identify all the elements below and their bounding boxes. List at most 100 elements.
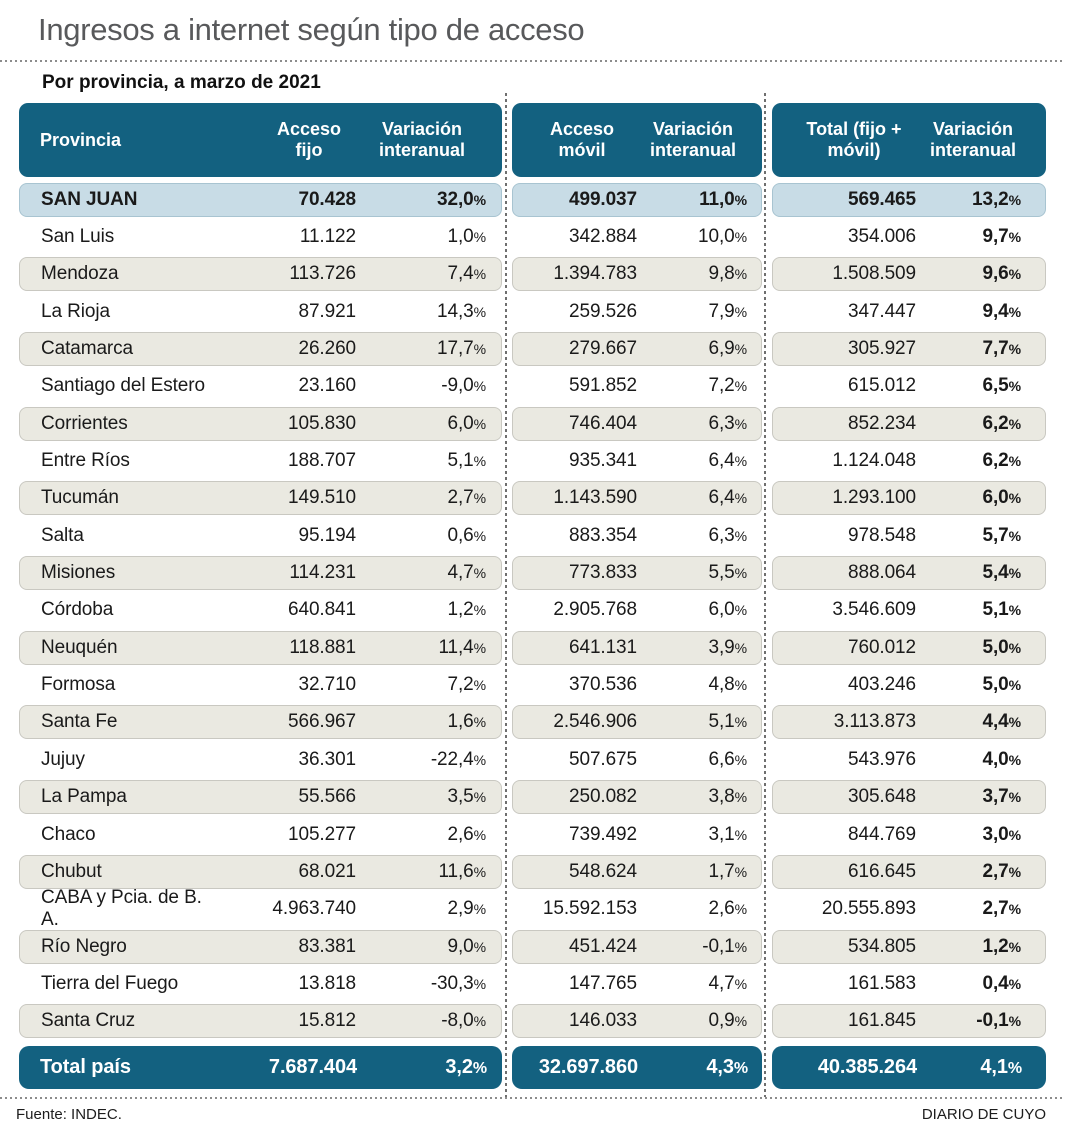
row-segment-mobile: 548.624 1,7% [512,854,762,889]
row-segment-mobile: 32.697.860 4,3% [512,1046,762,1089]
table-row: Salta 95.194 0,6% 883.354 6,3% 978.548 5,7% [19,517,1046,554]
percent-sign: % [473,378,486,395]
cell-provincia: CABA y Pcia. de B. A. [41,887,202,931]
cell-variacion-movil: 6,0% [708,599,748,621]
percent-sign: % [1007,1060,1022,1077]
row-segment-mobile: 739.492 3,1% [512,818,762,852]
table-row: Córdoba 640.841 1,2% 2.905.768 6,0% 3.546.609… [19,592,1046,629]
percent-sign: % [473,266,486,283]
cell-provincia: Tucumán [41,487,119,509]
cell-provincia: Córdoba [41,599,114,621]
table-row: Corrientes 105.830 6,0% 746.404 6,3% 852.234 6… [19,405,1046,442]
row-segment-mobile: 935.341 6,4% [512,444,762,478]
col-header-acceso-movil: Acceso móvil [549,119,615,160]
cell-variacion-movil: 5,1% [708,711,748,733]
cell-variacion-movil: 7,9% [708,300,748,322]
cell-total: 760.012 [848,636,916,658]
percent-sign: % [1008,266,1021,283]
percent-sign: % [1008,789,1021,806]
table-row: Tucumán 149.510 2,7% 1.143.590 6,4% 1.293.100… [19,480,1046,517]
row-segment-mobile: 2.905.768 6,0% [512,593,762,627]
row-segment-fixed: Salta 95.194 0,6% [19,519,502,553]
cell-variacion-total: 4,0% [982,748,1022,770]
table-row: Entre Ríos 188.707 5,1% 935.341 6,4% 1.124.04… [19,442,1046,479]
percent-sign: % [1008,901,1021,918]
table-row: SAN JUAN 70.428 32,0% 499.037 11,0% 569.465 13… [19,181,1046,218]
percent-sign: % [473,826,486,843]
cell-total: 305.648 [848,786,916,808]
cell-acceso-fijo: 566.967 [288,711,356,733]
dashed-column-separator [505,93,507,1097]
cell-total: 543.976 [848,748,916,770]
cell-total: 403.246 [848,674,916,696]
percent-sign: % [734,751,747,768]
cell-acceso-movil: 250.082 [569,786,637,808]
cell-variacion-movil: 6,9% [708,338,748,360]
percent-sign: % [473,490,486,507]
row-segment-mobile: 883.354 6,3% [512,519,762,553]
table-row: San Luis 11.122 1,0% 342.884 10,0% 354.006 9,7… [19,218,1046,255]
cell-variacion-fijo: 5,1% [447,450,487,472]
cell-acceso-fijo: 105.830 [288,412,356,434]
cell-variacion-movil: 1,7% [708,860,748,882]
cell-provincia: SAN JUAN [41,188,138,210]
cell-variacion-movil: 4,3% [706,1056,748,1078]
row-segment-total: 844.769 3,0% [772,818,1046,852]
col-header-variacion-movil: Variación interanual [649,119,737,160]
percent-sign: % [734,565,747,582]
row-segment-mobile: 773.833 5,5% [512,556,762,591]
row-segment-fixed: Tierra del Fuego 13.818 -30,3% [19,967,502,1001]
cell-provincia: Catamarca [41,338,134,360]
row-segment-fixed: Córdoba 640.841 1,2% [19,593,502,627]
percent-sign: % [734,938,747,955]
cell-variacion-fijo: 32,0% [437,188,486,210]
cell-provincia: Entre Ríos [41,450,130,472]
row-segment-fixed: Chubut 68.021 11,6% [19,854,502,889]
percent-sign: % [1008,602,1021,619]
row-segment-fixed: SAN JUAN 70.428 32,0% [19,182,502,217]
cell-variacion-fijo: 2,6% [447,823,487,845]
percent-sign: % [473,1013,486,1030]
percent-sign: % [473,303,486,320]
cell-total: 888.064 [848,562,916,584]
cell-provincia: Chaco [41,823,96,845]
cell-acceso-fijo: 32.710 [298,674,356,696]
percent-sign: % [473,415,486,432]
cell-variacion-total: 5,4% [982,562,1022,584]
percent-sign: % [1008,826,1021,843]
cell-acceso-movil: 2.546.906 [553,711,637,733]
cell-acceso-movil: 739.492 [569,823,637,845]
percent-sign: % [473,229,486,246]
cell-acceso-fijo: 149.510 [288,487,356,509]
percent-sign: % [734,453,747,470]
col-header-variacion-total: Variación interanual [929,119,1017,160]
table-footer: Total país 7.687.404 3,2% 32.697.860 4,3% 40.… [19,1046,1046,1089]
row-segment-mobile: 370.536 4,8% [512,668,762,702]
cell-variacion-movil: 7,2% [708,375,748,397]
table-row: Santa Fe 566.967 1,6% 2.546.906 5,1% 3.113.87… [19,704,1046,741]
cell-acceso-fijo: 118.881 [289,636,356,658]
row-segment-total: 305.927 7,7% [772,332,1046,367]
percent-sign: % [1008,490,1021,507]
cell-provincia: Río Negro [41,935,127,957]
cell-provincia: Santa Cruz [41,1010,136,1032]
row-segment-total: 161.845 -0,1% [772,1004,1046,1039]
cell-acceso-fijo: 4.963.740 [272,898,356,920]
cell-total: 20.555.893 [821,898,916,920]
row-segment-total: 305.648 3,7% [772,780,1046,815]
row-segment-fixed: Santa Cruz 15.812 -8,0% [19,1004,502,1039]
percent-sign: % [473,938,486,955]
row-segment-fixed: Entre Ríos 188.707 5,1% [19,444,502,478]
cell-variacion-movil: 6,3% [708,412,748,434]
cell-variacion-total: 6,5% [982,375,1022,397]
row-segment-fixed: Jujuy 36.301 -22,4% [19,743,502,777]
cell-provincia: Tierra del Fuego [41,972,179,994]
cell-acceso-movil: 342.884 [569,226,637,248]
cell-provincia: Formosa [41,674,116,696]
cell-variacion-fijo: 17,7% [437,338,486,360]
cell-variacion-total: 9,4% [982,300,1022,322]
cell-provincia: Santa Fe [41,711,118,733]
percent-sign: % [1008,303,1021,320]
cell-variacion-total: 3,0% [982,823,1022,845]
cell-total: 569.465 [848,188,916,210]
